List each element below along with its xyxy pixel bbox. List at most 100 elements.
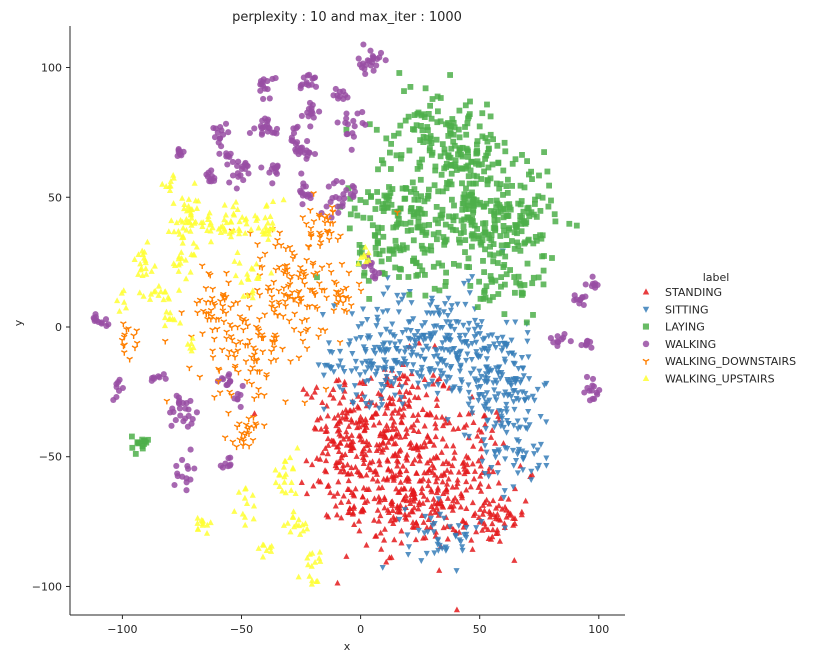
scatter-point [290,508,297,515]
scatter-point [500,440,507,446]
scatter-point [441,146,448,153]
scatter-point [490,341,498,348]
scatter-point [252,348,259,354]
scatter-point [502,253,509,260]
scatter-point [430,371,437,378]
scatter-point [405,319,412,326]
scatter-point [240,327,247,334]
scatter-point [462,102,469,109]
scatter-point [330,180,337,187]
scatter-point [537,413,544,420]
scatter-point [496,250,502,257]
scatter-point [182,405,189,412]
scatter-point [245,170,252,177]
scatter-point [294,290,302,297]
scatter-point [438,215,445,221]
x-tick-label: 100 [588,623,609,636]
scatter-point [521,282,528,288]
scatter-point [419,500,427,506]
scatter-point [349,351,356,357]
scatter-point [242,422,250,429]
scatter-point [350,505,357,511]
scatter-point [487,113,494,120]
scatter-point [395,300,402,307]
scatter-point [369,53,376,60]
scatter-point [515,366,522,372]
x-axis-ticks: −100 −50 0 50 100 [107,615,609,636]
scatter-point [231,508,238,514]
scatter-point [367,400,375,407]
scatter-point [475,201,482,208]
scatter-point [312,558,319,565]
scatter-point [372,467,379,474]
scatter-point [398,384,405,391]
scatter-point [485,333,492,340]
scatter-point [464,461,471,468]
scatter-point [351,521,358,527]
scatter-point [443,185,450,192]
scatter-point [282,246,290,252]
scatter-point [406,402,413,409]
scatter-point [243,378,251,385]
scatter-point [449,116,456,122]
scatter-point [481,226,488,232]
scatter-point [314,416,321,423]
scatter-point [229,439,237,446]
scatter-point [400,356,407,363]
scatter-point [402,220,409,227]
scatter-point [259,349,267,356]
scatter-point [289,464,296,471]
scatter-point [487,198,494,204]
scatter-point [395,458,402,465]
scatter-point [263,547,270,554]
scatter-point [418,364,425,371]
scatter-point [375,493,382,500]
scatter-point [470,475,478,482]
scatter-point [440,382,447,389]
scatter-point [339,414,346,421]
scatter-point [514,470,521,477]
scatter-point [421,376,428,382]
scatter-point [279,346,286,353]
scatter-point [473,180,479,187]
scatter-point [468,536,475,543]
scatter-point [337,439,344,446]
scatter-point [501,139,508,146]
scatter-point [388,166,394,172]
scatter-point [501,227,507,234]
scatter-point [330,308,338,314]
scatter-point [473,349,480,355]
scatter-point [318,265,326,271]
scatter-point [354,403,361,409]
scatter-point [191,465,198,472]
scatter-point [487,434,495,440]
scatter-point [325,513,332,520]
scatter-point [439,460,447,467]
scatter-point [399,462,407,469]
scatter-point [245,276,252,282]
scatter-point [497,233,504,239]
scatter-point [500,264,507,270]
scatter-point [383,434,390,441]
scatter-point [513,279,520,286]
scatter-point [463,163,470,170]
scatter-point [459,180,465,187]
scatter-point [510,399,517,405]
scatter-point [383,374,390,380]
scatter-point [234,206,241,213]
scatter-point [230,350,238,356]
scatter-point [450,138,457,145]
scatter-point [519,448,526,455]
scatter-point [235,225,242,232]
scatter-point [444,480,451,487]
scatter-point [476,426,483,433]
scatter-point [387,517,394,524]
scatter-point [488,237,495,243]
scatter-point [389,332,396,339]
scatter-point [452,319,460,325]
scatter-point [268,269,275,276]
scatter-point [268,300,276,306]
scatter-point [465,255,472,262]
scatter-point [465,278,472,285]
scatter-point [375,517,382,524]
